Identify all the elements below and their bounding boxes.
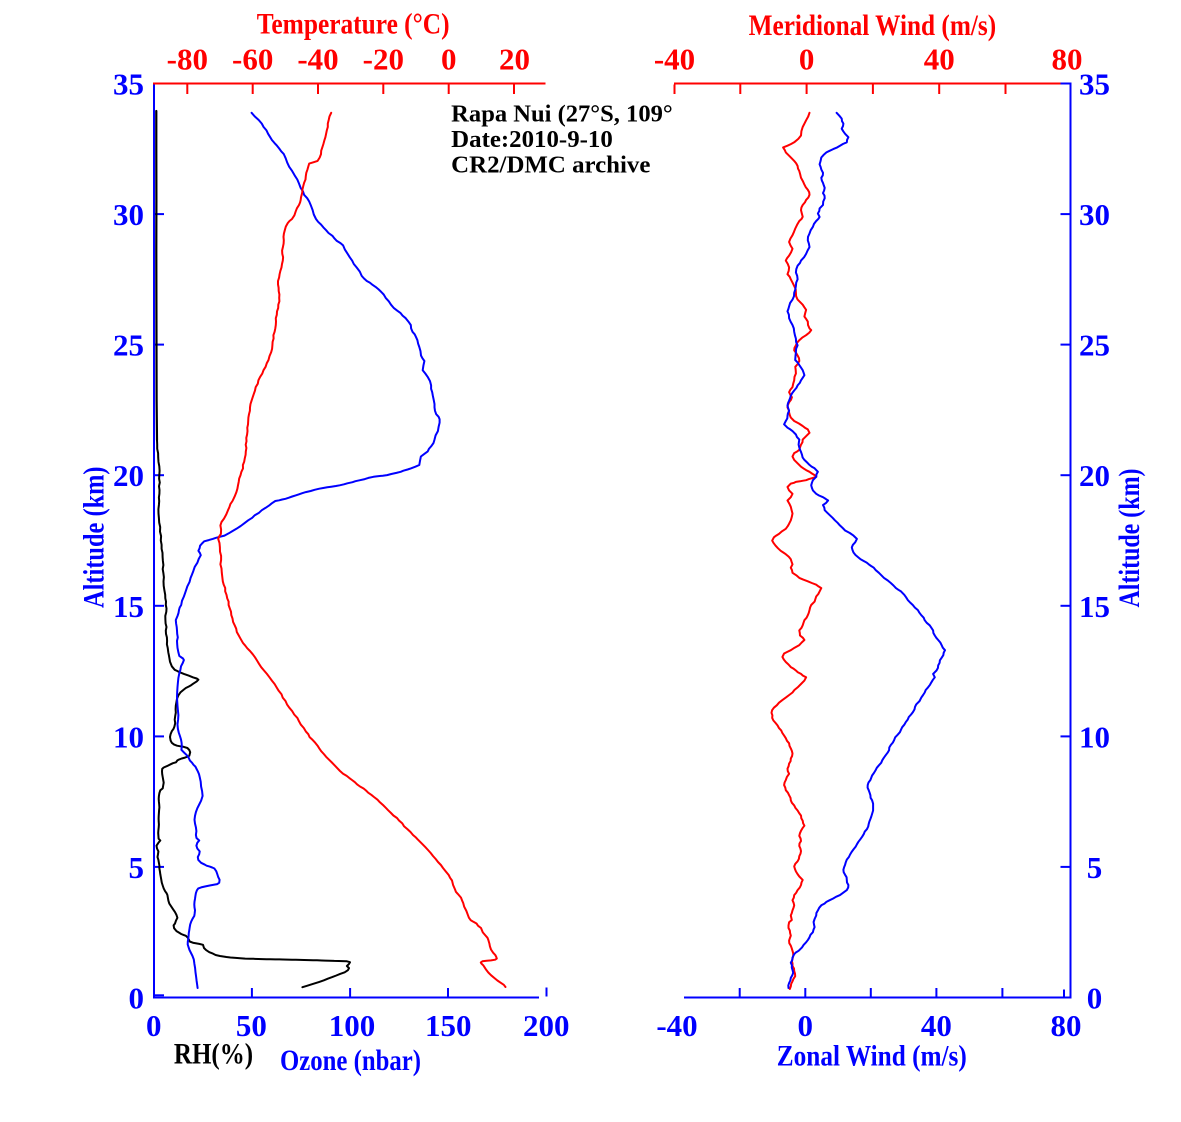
svg-text:CR2/DMC archive: CR2/DMC archive [451,152,651,178]
svg-text:0: 0 [129,981,145,1016]
svg-text:0: 0 [441,42,457,77]
svg-text:Zonal Wind (m/s): Zonal Wind (m/s) [777,1040,967,1073]
svg-text:Ozone (nbar): Ozone (nbar) [280,1044,421,1077]
svg-text:40: 40 [924,42,955,77]
svg-text:10: 10 [1079,719,1110,754]
svg-text:150: 150 [425,1008,472,1043]
svg-text:Meridional Wind (m/s): Meridional Wind (m/s) [749,9,997,42]
svg-text:50: 50 [236,1008,267,1043]
svg-text:-40: -40 [297,42,338,77]
svg-text:20: 20 [113,458,144,493]
svg-text:-40: -40 [656,1008,697,1043]
svg-text:Temperature (°C): Temperature (°C) [257,8,450,41]
svg-text:0: 0 [1087,981,1103,1016]
svg-text:20: 20 [1079,458,1110,493]
svg-text:0: 0 [146,1008,162,1043]
svg-text:25: 25 [113,328,144,363]
svg-text:25: 25 [1079,328,1110,363]
svg-text:20: 20 [499,42,530,77]
svg-text:5: 5 [1087,850,1103,885]
svg-text:30: 30 [113,197,144,232]
svg-text:80: 80 [1051,1008,1082,1043]
svg-text:100: 100 [329,1008,376,1043]
svg-text:0: 0 [798,1008,814,1043]
svg-text:Altitude (km): Altitude (km) [1113,469,1146,608]
svg-text:Rapa Nui (27°S, 109°: Rapa Nui (27°S, 109° [451,101,673,127]
svg-text:0: 0 [799,42,815,77]
svg-text:RH(%): RH(%) [174,1037,253,1070]
svg-text:Date:2010-9-10: Date:2010-9-10 [451,127,613,153]
svg-text:15: 15 [1079,589,1110,624]
svg-text:80: 80 [1052,42,1083,77]
svg-text:30: 30 [1079,197,1110,232]
svg-text:35: 35 [1079,67,1110,102]
svg-text:40: 40 [921,1008,952,1043]
svg-text:35: 35 [113,67,144,102]
svg-text:-60: -60 [232,42,273,77]
svg-text:10: 10 [113,719,144,754]
svg-text:200: 200 [523,1008,570,1043]
svg-text:-40: -40 [654,42,695,77]
svg-text:15: 15 [113,589,144,624]
svg-text:-20: -20 [363,42,404,77]
svg-text:5: 5 [129,850,145,885]
svg-text:-80: -80 [167,42,208,77]
svg-text:Altitude (km): Altitude (km) [78,466,111,608]
